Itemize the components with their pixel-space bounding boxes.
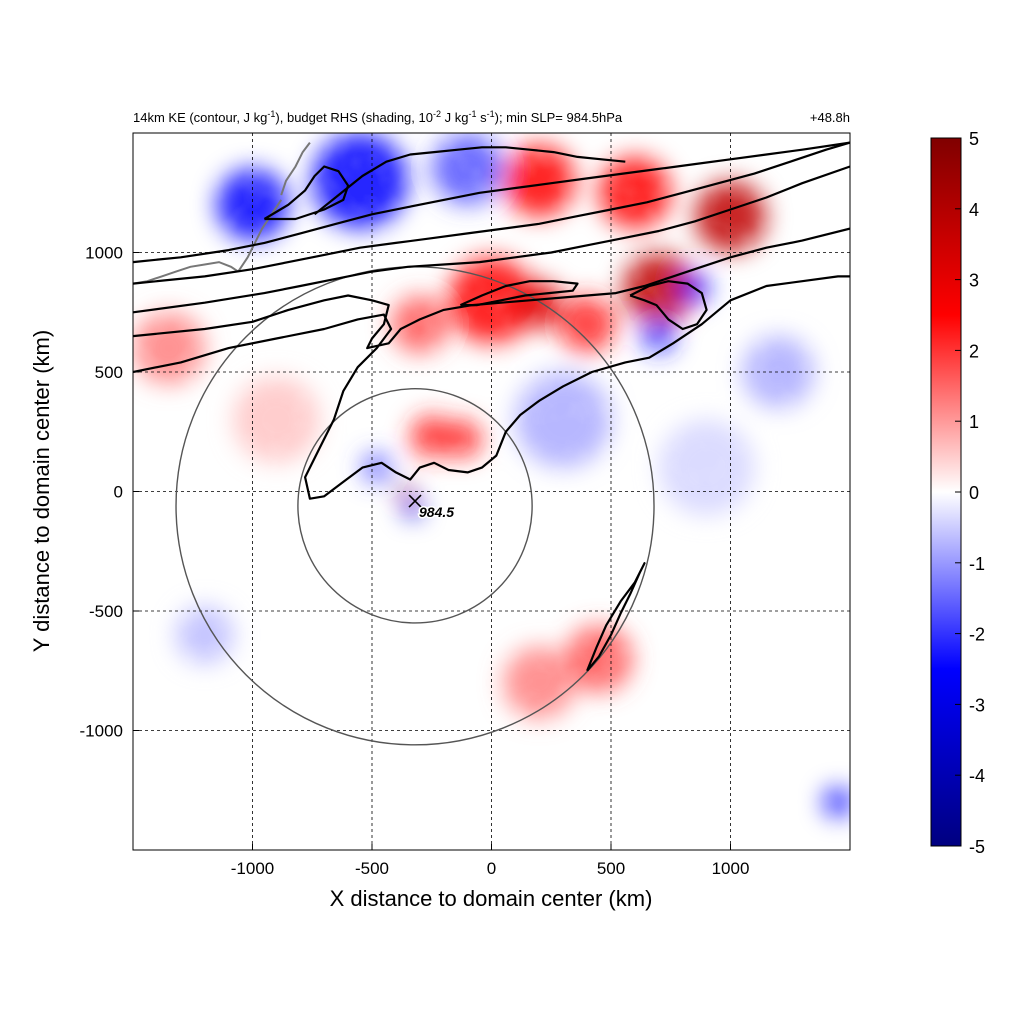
y-axis-ticks: -1000 -500 0 500 1000 (80, 244, 139, 741)
x-axis-label: X distance to domain center (km) (330, 886, 653, 911)
chart-title: 14km KE (contour, J kg-1), budget RHS (s… (133, 109, 623, 125)
colorbar-tick-label: -3 (969, 695, 985, 715)
x-tick-label: -500 (355, 859, 389, 878)
x-tick-label: -1000 (231, 859, 274, 878)
ke-contour (133, 275, 850, 500)
colorbar-tick-label: 2 (969, 341, 979, 361)
colorbar: 5 4 3 2 1 0 -1 -2 -3 -4 -5 (930, 129, 985, 857)
y-tick-label: 500 (95, 363, 123, 382)
ke-contours (133, 141, 850, 672)
x-tick-label: 1000 (712, 859, 750, 878)
ke-contour (133, 165, 850, 314)
colorbar-tick-label: 5 (969, 129, 979, 149)
x-axis-ticks: -1000 -500 0 500 1000 (231, 844, 750, 878)
colorbar-tick-label: 1 (969, 412, 979, 432)
ke-contour (263, 165, 350, 221)
colorbar-ticks: 5 4 3 2 1 0 -1 -2 -3 -4 -5 (955, 129, 985, 857)
storm-center-marker: 984.5 (408, 494, 456, 522)
coastline (280, 141, 311, 196)
x-tick-label: 0 (487, 859, 496, 878)
y-tick-label: -1000 (80, 722, 123, 741)
colorbar-tick-label: 3 (969, 271, 979, 291)
range-circle (297, 388, 533, 624)
storm-min-slp-label: 984.5 (419, 504, 454, 520)
x-tick-label: 500 (597, 859, 625, 878)
y-tick-label: 0 (114, 483, 123, 502)
time-label: +48.8h (810, 110, 850, 125)
ke-contour (313, 146, 626, 216)
ke-contour (586, 562, 646, 672)
coastline-layer (133, 141, 311, 285)
colorbar-tick-label: -1 (969, 554, 985, 574)
coastline (237, 199, 283, 273)
y-axis-label: Y distance to domain center (km) (29, 330, 54, 652)
colorbar-tick-label: -5 (969, 837, 985, 857)
ke-contour (459, 280, 579, 307)
coastline (133, 261, 239, 285)
ke-contour (629, 280, 708, 331)
shading-texture (133, 133, 850, 850)
colorbar-tick-label: 4 (969, 200, 979, 220)
y-tick-label: 1000 (85, 244, 123, 263)
ke-contour (133, 141, 850, 264)
ke-contour (133, 141, 850, 285)
colorbar-tick-label: -4 (969, 766, 985, 786)
colorbar-tick-label: 0 (969, 483, 979, 503)
plot-area: 984.5 (133, 133, 850, 850)
storm-center-x-icon (408, 494, 422, 508)
colorbar-tick-label: -2 (969, 625, 985, 645)
y-tick-label: -500 (89, 602, 123, 621)
ke-contour (133, 227, 850, 350)
